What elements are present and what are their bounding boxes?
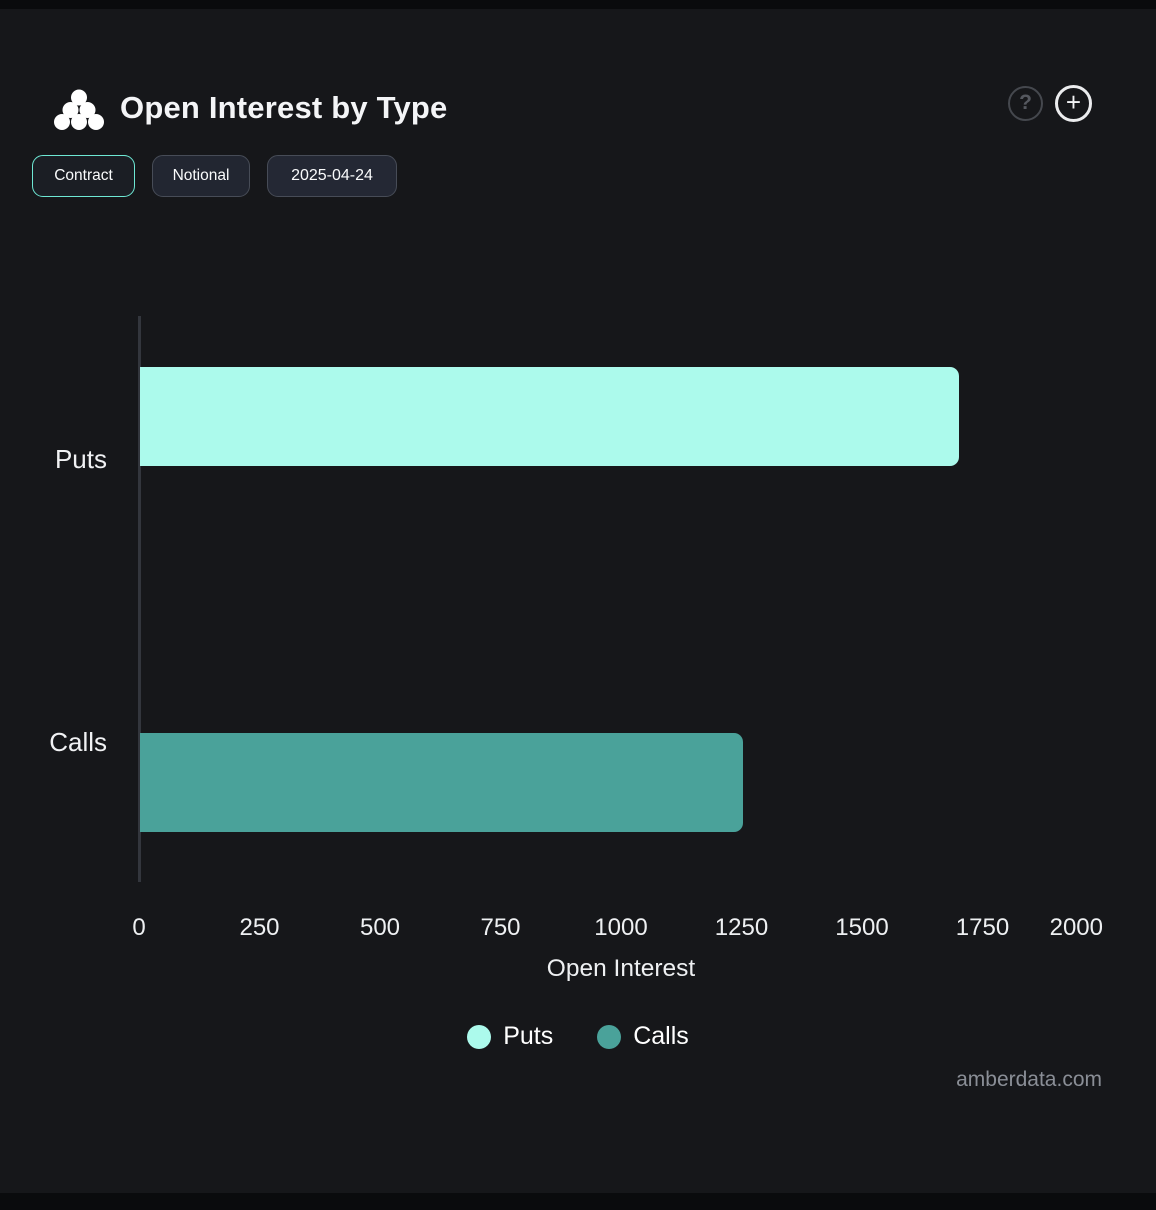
date-selector[interactable]: 2025-04-24 (267, 155, 397, 197)
add-glyph: + (1065, 87, 1082, 117)
amberdata-watermark: amberdata.com (956, 1068, 1102, 1091)
contract-toggle[interactable]: Contract (32, 155, 135, 197)
puts-legend-dot-icon (467, 1024, 492, 1049)
help-icon[interactable]: ? (1008, 86, 1043, 121)
chart-legend: Puts Calls (0, 1022, 1156, 1051)
x-tick-label: 2000 (1049, 914, 1103, 941)
x-tick-label: 250 (239, 914, 280, 941)
chart-card: Open Interest by Type ? + Contract Notio… (0, 9, 1156, 1193)
legend-item-calls[interactable]: Calls (597, 1022, 689, 1051)
y-axis-line (138, 316, 141, 882)
add-icon[interactable]: + (1055, 85, 1092, 122)
x-tick-label: 750 (480, 914, 521, 941)
legend-item-puts[interactable]: Puts (467, 1022, 553, 1051)
x-axis-ticks: 0 250 500 750 1000 1250 1500 1750 2000 (0, 914, 1156, 944)
calls-bar[interactable] (140, 733, 743, 832)
x-tick-label: 1000 (594, 914, 648, 941)
page-title: Open Interest by Type (120, 90, 448, 125)
x-tick-label: 500 (359, 914, 401, 941)
y-tick-label-calls: Calls (49, 727, 107, 757)
help-glyph: ? (1019, 90, 1032, 114)
notional-toggle[interactable]: Notional (152, 155, 250, 197)
y-tick-label-puts: Puts (54, 444, 107, 474)
x-tick-label: 1250 (714, 914, 769, 941)
legend-label-calls: Calls (633, 1022, 689, 1050)
amberdata-logo-icon (54, 89, 104, 130)
x-tick-label: 1500 (835, 914, 889, 941)
calls-legend-dot-icon (597, 1024, 622, 1049)
puts-bar[interactable] (140, 367, 960, 466)
x-tick-label: 0 (132, 914, 146, 941)
legend-label-puts: Puts (503, 1022, 554, 1050)
x-tick-label: 1750 (955, 914, 1010, 941)
x-axis-title: Open Interest (546, 955, 696, 982)
